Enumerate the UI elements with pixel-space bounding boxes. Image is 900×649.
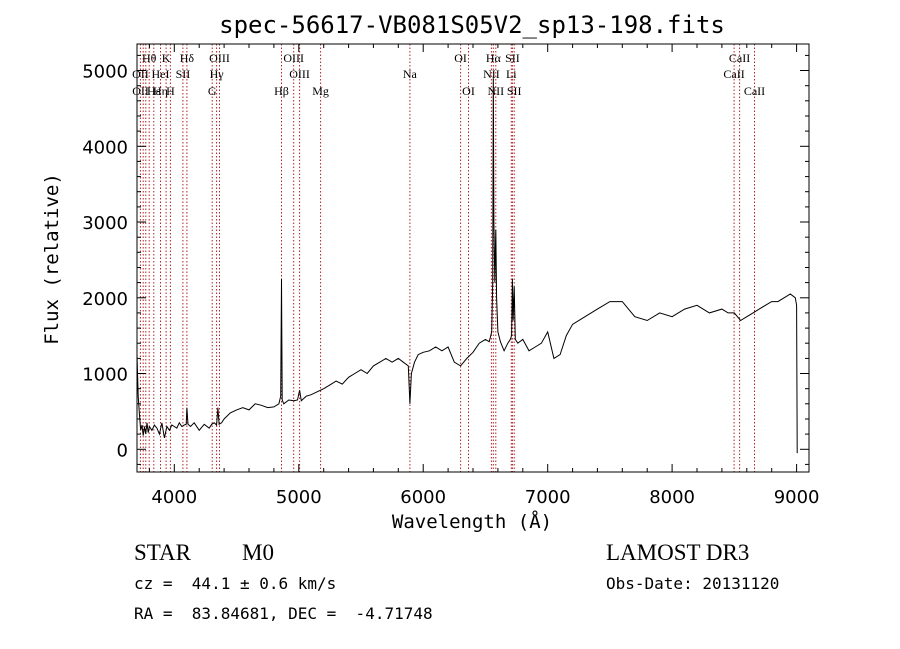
y-tick-label: 4000	[82, 137, 128, 158]
plot-frame	[136, 43, 810, 473]
line-annotation-label: OIII	[289, 67, 310, 81]
survey-label: LAMOST DR3	[606, 540, 749, 565]
line-annotation-label: SII	[505, 51, 520, 65]
object-subclass: M0	[242, 540, 274, 565]
line-annotation-label: Li	[506, 67, 517, 81]
line-annotation-label: Hγ	[210, 67, 225, 81]
x-tick-label: 8000	[649, 487, 695, 508]
line-annotation-label: CaII	[729, 51, 750, 65]
line-annotation-label: OI	[454, 51, 467, 65]
line-annotation-label: NII	[483, 67, 500, 81]
line-annotation-label: K	[162, 51, 171, 65]
spectrum-line	[136, 78, 798, 454]
line-annotation-label: HeI	[152, 67, 170, 81]
x-tick-label: 7000	[525, 487, 571, 508]
x-tick-label: 4000	[151, 487, 197, 508]
line-annotation-label: Hδ	[180, 51, 195, 65]
line-annotation-label: OII	[132, 84, 149, 98]
line-annotation-label: Hη	[153, 84, 168, 98]
line-annotation-label: Na	[403, 67, 418, 81]
y-tick-label: 2000	[82, 289, 128, 310]
x-axis-label: Wavelength (Å)	[392, 510, 552, 533]
line-annotation-label: Hα	[486, 51, 502, 65]
line-annotation-label: CaII	[744, 84, 765, 98]
line-annotation-label: OII	[132, 67, 149, 81]
x-tick-label: 6000	[400, 487, 446, 508]
x-tick-label: 9000	[774, 487, 820, 508]
line-annotation-label: G	[208, 84, 217, 98]
line-annotation-label: Mg	[312, 84, 329, 98]
object-class: STAR	[134, 540, 192, 565]
y-tick-label: 1000	[82, 365, 128, 386]
line-annotation-label: CaII	[723, 67, 744, 81]
line-annotation-label: SII	[176, 67, 191, 81]
chart-title: spec-56617-VB081S05V2_sp13-198.fits	[219, 11, 725, 39]
y-tick-label: 5000	[82, 62, 128, 83]
redshift-info: cz = 44.1 ± 0.6 km/s	[134, 574, 336, 593]
line-annotation-label: Hε	[147, 84, 161, 98]
line-annotation-label: H	[166, 84, 175, 98]
x-axis-ticks: 4000 5000 6000 7000 8000 9000	[148, 44, 820, 508]
line-annotation-label: SII	[507, 84, 522, 98]
line-annotation-label: Hθ	[142, 51, 157, 65]
y-axis-label: Flux (relative)	[41, 173, 63, 345]
line-annotation-label: Hβ	[274, 84, 289, 98]
line-annotation-label: NII	[487, 84, 504, 98]
obs-date: Obs-Date: 20131120	[606, 574, 779, 593]
coordinates: RA = 83.84681, DEC = -4.71748	[134, 604, 433, 623]
emission-line-markers	[139, 44, 755, 472]
y-axis-ticks: 0 1000 2000 3000 4000 5000	[82, 54, 809, 465]
line-annotation-label: OIII	[283, 51, 304, 65]
x-tick-label: 5000	[276, 487, 322, 508]
line-annotation-label: OI	[462, 84, 475, 98]
line-annotation-label: OIII	[209, 51, 230, 65]
y-tick-label: 0	[117, 440, 128, 461]
y-tick-label: 3000	[82, 213, 128, 234]
